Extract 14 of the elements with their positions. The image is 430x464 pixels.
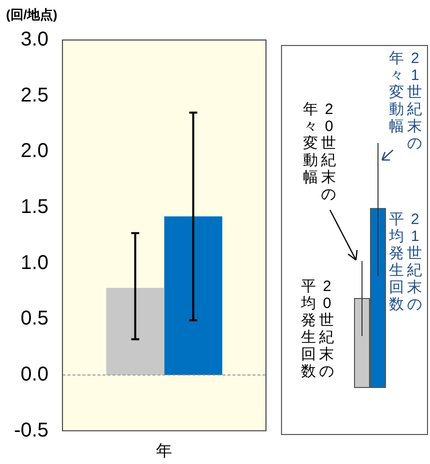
y-tick-label: 0.5 (20, 308, 48, 330)
y-tick-label: 2.5 (20, 84, 48, 106)
y-tick-label: 0.0 (20, 363, 48, 386)
y-tick-label: 2.0 (20, 140, 48, 162)
text: 20世紀末の年々変動幅 (303, 101, 336, 203)
y-tick-label: -0.5 (14, 419, 48, 442)
x-tick-label: 年 (156, 442, 172, 460)
y-tick-label: 3.0 (20, 28, 48, 51)
y-tick-label: 1.0 (20, 252, 48, 274)
text: 21世紀末の平均発生回数 (389, 211, 422, 313)
text: 20世紀末の平均発生回数 (301, 278, 334, 380)
y-axis-title: (回/地点) (6, 6, 58, 24)
text: 21世紀末の年々変動幅 (389, 50, 422, 152)
y-tick-label: 1.5 (20, 196, 48, 218)
